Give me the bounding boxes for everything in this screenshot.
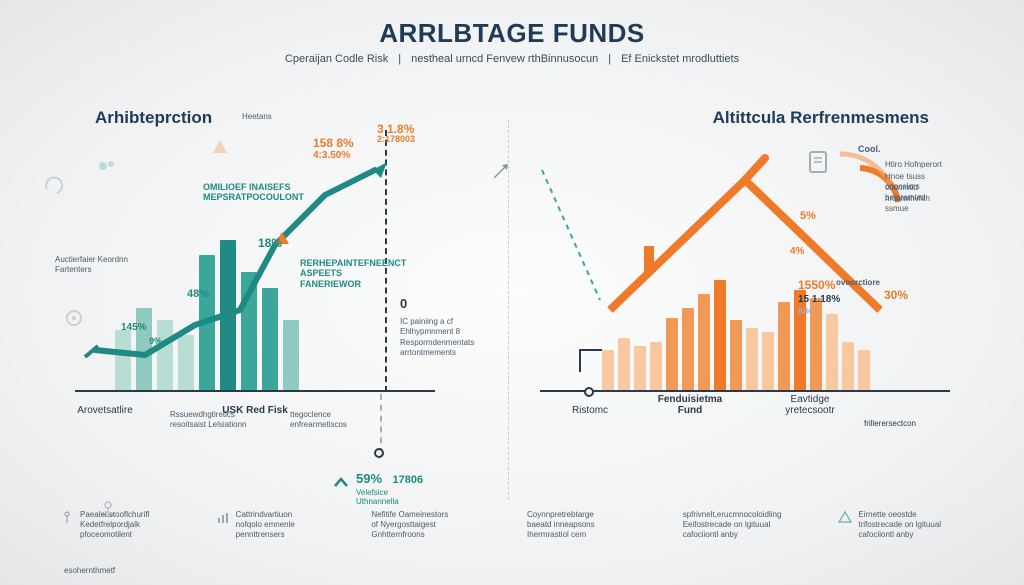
right-bar <box>618 338 630 390</box>
footer-item: Nefitife Oameinestorsof NyergosttaigestG… <box>371 510 497 565</box>
footer-item: Cattrindvartiuonnofqolo emnenlepennttren… <box>216 510 342 565</box>
axis-dot-icon <box>584 387 594 397</box>
footer-item: Eirnette oeostdetrifostrecade on lgituua… <box>838 510 964 565</box>
left-xtick-0: Arovetsatlire <box>65 405 145 416</box>
anchor-icon <box>98 500 118 520</box>
under-label-0: Rssuewdhgtiretics resoitsaist Lelsiation… <box>170 410 270 431</box>
gear-icon <box>61 305 87 331</box>
left-side-label: Auctierfaier Keordnn Fartenters <box>55 255 145 276</box>
center-line-2: Respormdenmentats <box>400 338 510 348</box>
right-bar <box>746 328 758 390</box>
right-bar <box>650 342 662 390</box>
bottom-stat: 59% 17806 Velefsice Uthnannella <box>356 470 423 506</box>
bs-3: Velefsice <box>356 488 423 497</box>
callout: OMILIOEF INAISEFSMEPSRATPOCOULONT <box>203 182 304 203</box>
right-xtick-1: Fenduisietma Fund <box>650 394 730 416</box>
sep-1: | <box>398 53 401 65</box>
anchor-icon <box>60 510 74 524</box>
center-line-0: IC painiing a cf <box>400 317 510 327</box>
value-tag: 18% <box>258 236 282 250</box>
main-title: ARRLBTAGE FUNDS <box>0 18 1024 49</box>
left-side-label-2: Fartenters <box>55 265 145 275</box>
center-line-3: arrtontmements <box>400 348 510 358</box>
under-label-1: ttegoclence enfrearmetiscos <box>290 410 380 431</box>
left-panel-title: Arhibteprction <box>95 108 212 128</box>
right-xtick-0: Ristomc <box>550 405 630 416</box>
value-tag: 4:3.50% <box>313 150 350 161</box>
footer-item: Coynnpretrebtargebaeatd inneapsonsIhermr… <box>527 510 653 565</box>
value-tag: 9% <box>149 336 162 346</box>
side-annotation: nroolwihvfeh ssmue <box>885 194 950 215</box>
arrow-recycle-icon <box>43 175 65 197</box>
right-bar <box>698 294 710 390</box>
chevron-icon <box>332 474 350 492</box>
value-tag: 158 8% <box>313 136 354 150</box>
right-panel-title: Altittcula Rerfrenmesmens <box>713 108 929 128</box>
triangle-up-icon <box>211 138 229 156</box>
side-annotation: Htiro Hofnperort <box>885 160 942 170</box>
bs-2: 17806 <box>392 474 423 486</box>
clipboard-icon <box>804 148 832 176</box>
right-chart: 5%4%1550%15 1.18%88430%ovoorctioreCool. … <box>540 150 950 430</box>
value-tag: 884 <box>798 306 813 316</box>
subtitle-row: Cperaijan Codle Risk | nestheal urncd Fe… <box>0 53 1024 65</box>
arrow-ne-icon <box>490 160 512 182</box>
sep-2: | <box>608 53 611 65</box>
right-bar <box>730 320 742 390</box>
value-tag: 15 1.18% <box>798 294 840 305</box>
center-note: 0 IC painiing a cf Ehlhypmnment 8 Respor… <box>400 296 510 358</box>
value-tag: ovoorctiore <box>836 278 880 287</box>
value-tag: 30% <box>884 288 908 302</box>
footer-item: spfrivnelt,erucmnocoloidlingEeifostrecad… <box>683 510 809 565</box>
right-bar <box>762 332 774 390</box>
right-bar <box>714 280 726 390</box>
right-bar <box>778 302 790 390</box>
value-tag: 48% <box>187 288 209 300</box>
right-bar <box>858 350 870 390</box>
callout: RERHEPAINTEFNEENCTASPEETSFANERIEWOR <box>300 258 406 289</box>
value-tag: Cool. <box>858 144 881 154</box>
right-bar <box>682 308 694 390</box>
left-chart: 158 8%4:3.50%3 1.8%2:17800318%48%145%9% … <box>65 150 435 430</box>
value-tag: 4% <box>790 246 804 257</box>
right-bar <box>842 342 854 390</box>
ul0b: resoitsaist Lelsiationn <box>170 420 270 430</box>
subtitle-1: Cperaijan Codle Risk <box>285 53 388 65</box>
footer-small-left: esohernthmetf <box>64 566 115 575</box>
right-bar <box>634 346 646 390</box>
value-tag: 5% <box>800 210 816 222</box>
left-small-label: Heetans <box>242 112 272 121</box>
bs-4: Uthnannella <box>356 497 423 506</box>
triangle-icon <box>838 510 852 524</box>
chart-icon <box>216 510 230 524</box>
ul1a: ttegoclence <box>290 410 380 420</box>
center-line-1: Ehlhypmnment 8 <box>400 327 510 337</box>
value-tag: 145% <box>121 322 147 333</box>
right-bar <box>794 290 806 390</box>
footer-item: Paealel stooflchuriflKedetfrelpordjalkpf… <box>60 510 186 565</box>
subtitle-3: Ef Enickstet mrodluttiets <box>621 53 739 65</box>
connector-dashed <box>380 394 382 454</box>
ul0a: Rssuewdhgtiretics <box>170 410 270 420</box>
center-zero: 0 <box>400 296 510 313</box>
footer-row: Paealel stooflchuriflKedetfrelpordjalkpf… <box>60 510 964 565</box>
plant-icon <box>97 158 117 178</box>
value-tag: 2:178003 <box>377 134 415 144</box>
subtitle-2: nestheal urncd Fenvew rthBinnusocun <box>411 53 598 65</box>
connector-dot-icon <box>374 448 384 458</box>
right-bar <box>826 314 838 390</box>
right-bar <box>602 350 614 390</box>
right-bar <box>666 318 678 390</box>
value-tag: 1550% <box>798 278 835 292</box>
header: ARRLBTAGE FUNDS Cperaijan Codle Risk | n… <box>0 18 1024 65</box>
left-side-label-1: Auctierfaier Keordnn <box>55 255 145 265</box>
ul1b: enfrearmetiscos <box>290 420 380 430</box>
right-xtick-2: Eavtidge yretecsootr <box>770 394 850 416</box>
bs-1: 59% <box>356 471 382 486</box>
right-xtick-3: frillerersectcon <box>850 419 930 428</box>
